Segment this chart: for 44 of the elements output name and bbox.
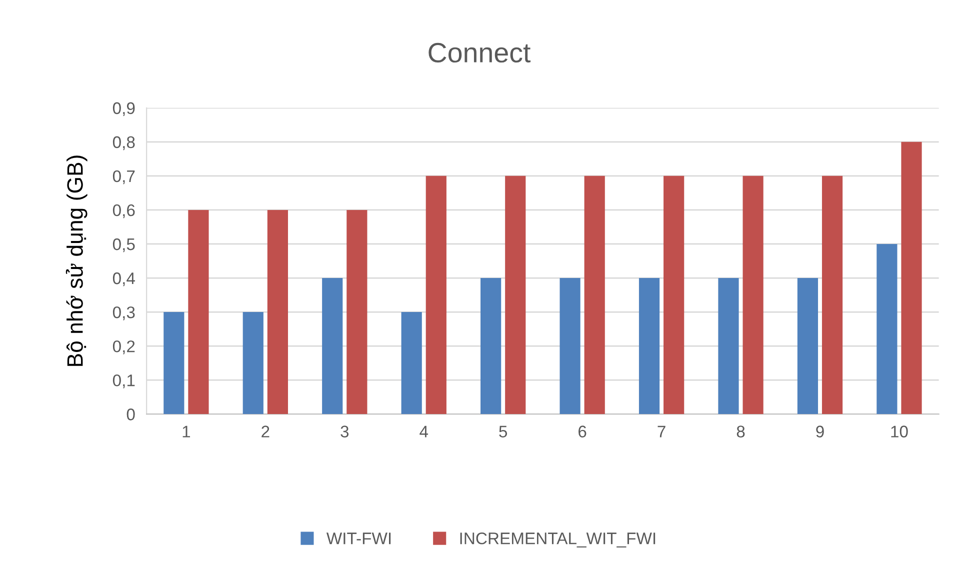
y-tick-label: 0,8: [112, 136, 135, 150]
y-tick-label: 0,9: [112, 102, 135, 116]
y-tick-label: 0,1: [112, 374, 135, 388]
bar: [242, 312, 264, 414]
bar: [638, 278, 660, 414]
bar: [822, 176, 843, 414]
legend-label: WIT-FWI: [326, 532, 391, 544]
x-tick-label: 6: [578, 426, 586, 438]
bar: [718, 278, 739, 414]
legend-label: INCREMENTAL_WIT_FWI: [460, 532, 656, 548]
bar: [188, 210, 209, 414]
x-tick-label: 2: [262, 426, 270, 438]
x-tick-label: 7: [658, 426, 666, 438]
bar: [742, 176, 764, 414]
y-tick-label: 0,2: [112, 340, 135, 354]
y-tick-label: 0,6: [112, 204, 135, 218]
bar: [560, 278, 580, 414]
y-tick-label: 0: [126, 408, 135, 420]
x-tick-label: 4: [420, 426, 428, 438]
bar: [164, 312, 184, 414]
bar: [480, 278, 502, 414]
bar: [401, 312, 422, 414]
bar: [267, 210, 288, 414]
chart-title: Connect: [428, 42, 531, 63]
bar: [322, 278, 343, 414]
x-tick-label: 10: [891, 426, 908, 438]
x-tick-label: 9: [816, 426, 824, 438]
bar: [876, 244, 898, 414]
bar: [426, 176, 446, 414]
bar: [584, 176, 605, 414]
y-tick-label: 0,4: [112, 272, 135, 286]
x-tick-label: 3: [340, 426, 349, 438]
y-tick-label: 0,7: [112, 170, 135, 184]
x-tick-label: 1: [182, 426, 190, 438]
bar: [797, 278, 818, 414]
y-tick-label: 0,5: [112, 238, 135, 252]
bar: [901, 142, 922, 414]
bar: [346, 210, 368, 414]
y-axis-title: Bộ nhớ sử dụng (GB): [66, 156, 88, 366]
y-tick-label: 0,3: [112, 306, 135, 320]
bar: [664, 176, 684, 414]
x-tick-label: 8: [736, 426, 745, 438]
bar: [505, 176, 526, 414]
x-tick-label: 5: [499, 426, 508, 438]
